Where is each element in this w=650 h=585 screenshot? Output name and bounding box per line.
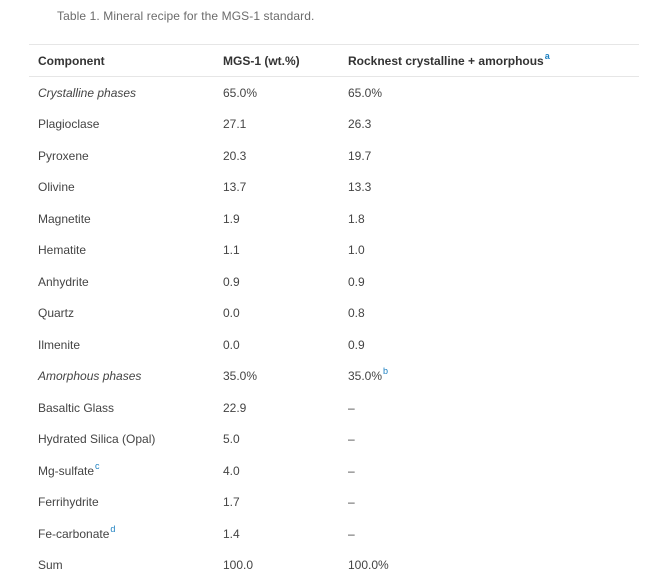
mgs1-cell: 1.7	[223, 495, 240, 510]
table-row: Anhydrite 0.9 0.9	[29, 266, 639, 298]
table-row: Basaltic Glass 22.9 –	[29, 392, 639, 424]
table-caption: Table 1. Mineral recipe for the MGS-1 st…	[57, 9, 315, 23]
mgs1-cell: 0.0	[223, 337, 240, 352]
rocknest-cell: –	[348, 526, 355, 541]
component-cell: Quartz	[38, 306, 75, 321]
rocknest-cell: –	[348, 432, 355, 447]
mineral-recipe-table: Component MGS-1 (wt.%) Rocknest crystall…	[29, 44, 639, 581]
component-cell: Mg-sulfatec	[29, 455, 214, 487]
mgs1-cell: 20.3	[223, 148, 247, 163]
mgs1-cell: 27.1	[223, 117, 247, 132]
mgs1-cell: 0.9	[223, 274, 240, 289]
header-component: Component	[38, 53, 105, 68]
rocknest-cell: 100.0%	[348, 558, 389, 573]
rocknest-cell: 0.9	[348, 337, 365, 352]
component-cell: Ilmenite	[38, 337, 81, 352]
component-label: Fe-carbonate	[38, 526, 110, 541]
table-row: Mg-sulfatec 4.0 –	[29, 455, 639, 487]
footnote-link-b[interactable]: b	[383, 366, 389, 377]
component-cell: Sum	[38, 558, 63, 573]
mgs1-cell: 100.0	[223, 558, 254, 573]
component-cell: Amorphous phases	[38, 369, 142, 384]
component-cell: Hematite	[38, 243, 87, 258]
table-row: Fe-carbonated 1.4 –	[29, 518, 639, 550]
table-row: Ferrihydrite 1.7 –	[29, 487, 639, 519]
table-row: Crystalline phases 65.0% 65.0%	[29, 77, 639, 109]
footnote-link-d[interactable]: d	[110, 523, 116, 534]
component-cell: Ferrihydrite	[38, 495, 99, 510]
table-row: Pyroxene 20.3 19.7	[29, 140, 639, 172]
table-header-row: Component MGS-1 (wt.%) Rocknest crystall…	[29, 44, 639, 77]
table-row: Ilmenite 0.0 0.9	[29, 329, 639, 361]
rocknest-value: 35.0%	[348, 369, 383, 384]
mgs1-cell: 35.0%	[223, 369, 258, 384]
rocknest-cell: 1.0	[348, 243, 365, 258]
rocknest-cell: 26.3	[348, 117, 372, 132]
header-rocknest-label: Rocknest crystalline + amorphous	[348, 53, 544, 68]
rocknest-cell: 65.0%	[348, 85, 383, 100]
table-row: Plagioclase 27.1 26.3	[29, 109, 639, 141]
table-row: Hydrated Silica (Opal) 5.0 –	[29, 424, 639, 456]
rocknest-cell: –	[348, 400, 355, 415]
component-cell: Basaltic Glass	[38, 400, 115, 415]
component-cell: Fe-carbonated	[29, 518, 214, 550]
component-cell: Pyroxene	[38, 148, 89, 163]
rocknest-cell: 13.3	[348, 180, 372, 195]
component-label: Mg-sulfate	[38, 463, 95, 478]
rocknest-cell: 0.9	[348, 274, 365, 289]
mgs1-cell: 1.4	[223, 526, 240, 541]
mgs1-cell: 65.0%	[223, 85, 258, 100]
mgs1-cell: 22.9	[223, 400, 247, 415]
component-cell: Magnetite	[38, 211, 91, 226]
rocknest-cell: 1.8	[348, 211, 365, 226]
mgs1-cell: 1.1	[223, 243, 240, 258]
component-cell: Anhydrite	[38, 274, 89, 289]
mgs1-cell: 0.0	[223, 306, 240, 321]
table-row: Magnetite 1.9 1.8	[29, 203, 639, 235]
table-row: Hematite 1.1 1.0	[29, 235, 639, 267]
mgs1-cell: 13.7	[223, 180, 247, 195]
rocknest-cell: 35.0%b	[339, 361, 639, 393]
header-rocknest: Rocknest crystalline + amorphousa	[339, 45, 639, 77]
mgs1-cell: 5.0	[223, 432, 240, 447]
mgs1-cell: 4.0	[223, 463, 240, 478]
rocknest-cell: 19.7	[348, 148, 372, 163]
mgs1-cell: 1.9	[223, 211, 240, 226]
header-mgs1: MGS-1 (wt.%)	[223, 53, 300, 68]
table-row: Quartz 0.0 0.8	[29, 298, 639, 330]
rocknest-cell: –	[348, 495, 355, 510]
rocknest-cell: 0.8	[348, 306, 365, 321]
component-cell: Plagioclase	[38, 117, 100, 132]
footnote-link-a[interactable]: a	[544, 50, 550, 61]
table-row: Olivine 13.7 13.3	[29, 172, 639, 204]
component-cell: Hydrated Silica (Opal)	[38, 432, 156, 447]
table-row-sum: Sum 100.0 100.0%	[29, 550, 639, 582]
rocknest-cell: –	[348, 463, 355, 478]
footnote-link-c[interactable]: c	[95, 460, 100, 471]
component-cell: Olivine	[38, 180, 75, 195]
table-row: Amorphous phases 35.0% 35.0%b	[29, 361, 639, 393]
component-cell: Crystalline phases	[38, 85, 137, 100]
